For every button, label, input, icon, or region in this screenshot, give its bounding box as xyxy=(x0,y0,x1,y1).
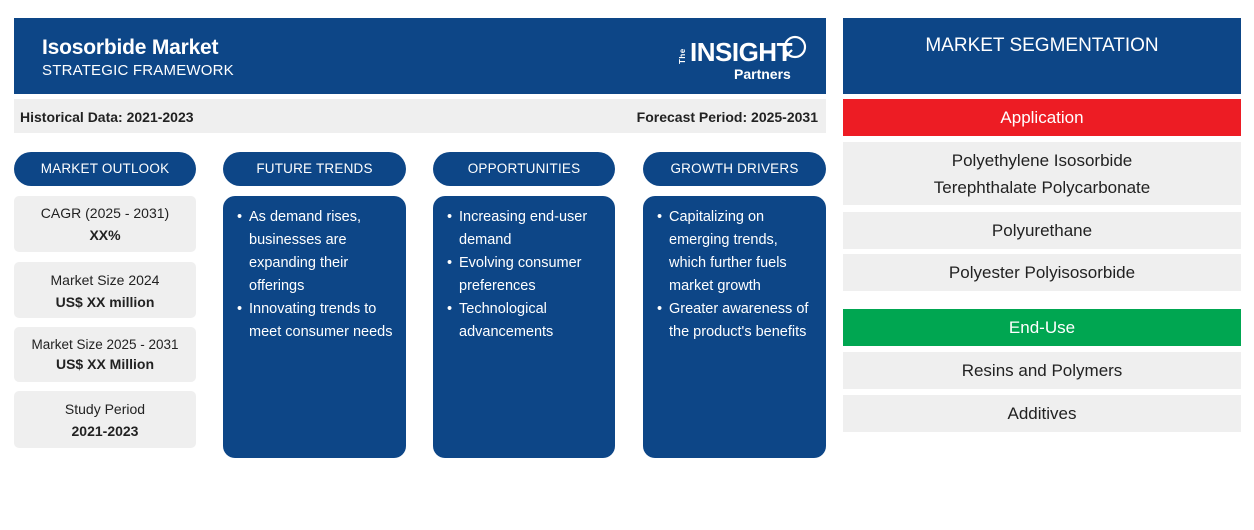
list-item: Capitalizing on emerging trends, which f… xyxy=(657,206,818,298)
segment-item-polyurethane: Polyurethane xyxy=(843,212,1241,249)
segmentation-title: MARKET SEGMENTATION xyxy=(843,18,1241,94)
segment-item-polyester-polyisosorbide: Polyester Polyisosorbide xyxy=(843,254,1241,291)
historical-data: Historical Data: 2021-2023 xyxy=(20,109,194,125)
stat-label: Market Size 2025 - 2031 xyxy=(31,337,179,352)
market-outlook-header: MARKET OUTLOOK xyxy=(14,152,196,186)
logo-partners-text: Partners xyxy=(734,66,791,82)
stat-cagr: CAGR (2025 - 2031) XX% xyxy=(14,196,196,252)
application-header: Application xyxy=(843,99,1241,136)
end-use-header: End-Use xyxy=(843,309,1241,346)
list-item: Greater awareness of the product's benef… xyxy=(657,298,818,344)
list-item: As demand rises, businesses are expandin… xyxy=(237,206,398,298)
insight-partners-logo: The INSIGHT Partners xyxy=(674,34,814,84)
stat-label: Study Period xyxy=(64,401,146,417)
list-item: Increasing end-user demand xyxy=(447,206,607,252)
opportunities-panel: Increasing end-user demand Evolving cons… xyxy=(433,196,615,458)
list-item: Evolving consumer preferences xyxy=(447,252,607,298)
forecast-period: Forecast Period: 2025-2031 xyxy=(636,109,818,125)
stat-label: Market Size 2024 xyxy=(50,272,160,288)
stat-market-size-2024: Market Size 2024 US$ XX million xyxy=(14,262,196,318)
segment-item-resins-polymers: Resins and Polymers xyxy=(843,352,1241,389)
stat-value: XX% xyxy=(89,227,121,243)
stat-value: US$ XX million xyxy=(55,294,155,310)
stat-study-period: Study Period 2021-2023 xyxy=(14,391,196,448)
stat-value: 2021-2023 xyxy=(71,423,139,439)
list-item: Technological advancements xyxy=(447,298,607,344)
report-title: Isosorbide Market xyxy=(42,36,219,59)
opportunities-header: OPPORTUNITIES xyxy=(433,152,615,186)
logo-the-text: The xyxy=(678,48,687,64)
stat-market-size-forecast: Market Size 2025 - 2031 US$ XX Million xyxy=(14,327,196,382)
report-subtitle: STRATEGIC FRAMEWORK xyxy=(42,62,234,79)
logo-insight-text: INSIGHT xyxy=(690,37,792,67)
stat-value: US$ XX Million xyxy=(55,356,154,372)
logo-ring-icon xyxy=(783,35,807,59)
period-bar: Historical Data: 2021-2023 Forecast Peri… xyxy=(14,99,826,133)
growth-drivers-header: GROWTH DRIVERS xyxy=(643,152,826,186)
future-trends-panel: As demand rises, businesses are expandin… xyxy=(223,196,406,458)
list-item: Innovating trends to meet consumer needs xyxy=(237,298,398,344)
future-trends-header: FUTURE TRENDS xyxy=(223,152,406,186)
header-banner: Isosorbide Market STRATEGIC FRAMEWORK Th… xyxy=(14,18,826,94)
growth-drivers-panel: Capitalizing on emerging trends, which f… xyxy=(643,196,826,458)
segment-item-additives: Additives xyxy=(843,395,1241,432)
stat-label: CAGR (2025 - 2031) xyxy=(40,205,170,221)
segment-item-pit-polycarbonate: Polyethylene Isosorbide Terephthalate Po… xyxy=(843,142,1241,205)
